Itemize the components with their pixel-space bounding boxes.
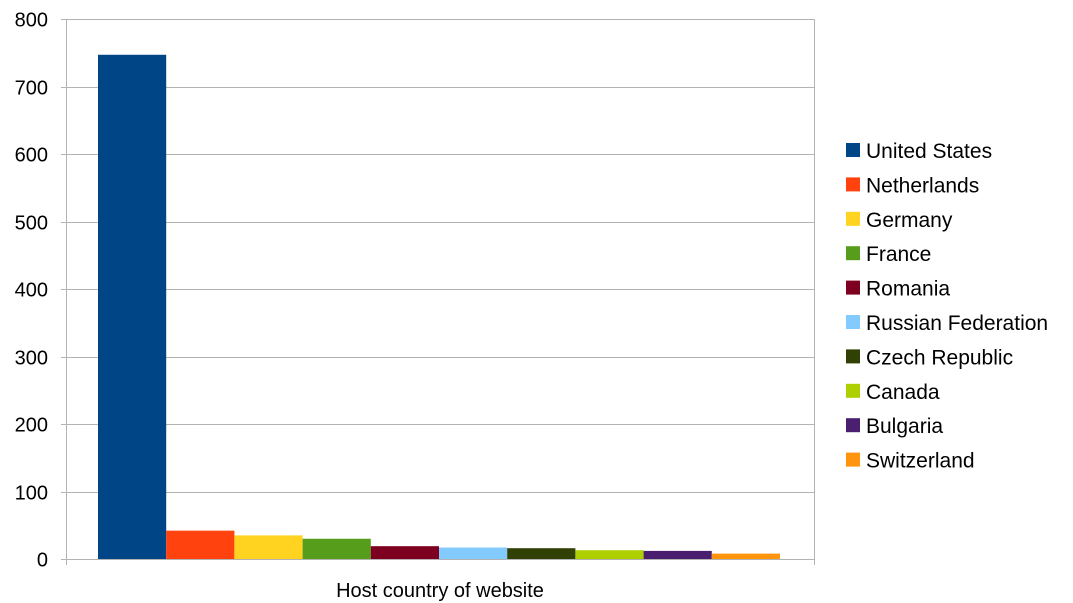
bar-canada xyxy=(575,550,644,559)
legend-swatch xyxy=(846,418,860,433)
bar-germany xyxy=(234,535,303,559)
y-tick-label: 300 xyxy=(15,348,48,370)
legend-label: Germany xyxy=(866,209,953,232)
bar-netherlands xyxy=(166,530,235,559)
legend-label: Bulgaria xyxy=(866,415,943,438)
legend-swatch xyxy=(846,280,860,295)
bar-switzerland xyxy=(711,553,780,559)
legend-swatch xyxy=(846,383,860,398)
grid-lines xyxy=(66,19,814,493)
legend-swatch xyxy=(846,177,860,192)
bar-czech-republic xyxy=(507,548,576,559)
legend-label: United States xyxy=(866,140,992,163)
y-tick-label: 700 xyxy=(15,78,48,100)
legend-label: Netherlands xyxy=(866,174,979,197)
legend: United States Netherlands Germany France Rom… xyxy=(846,140,1048,473)
legend-swatch xyxy=(846,211,860,226)
axes xyxy=(61,19,815,565)
y-tick-labels: 0 100 200 300 400 500 600 700 800 xyxy=(15,10,48,572)
legend-swatch xyxy=(846,246,860,261)
legend-label: Canada xyxy=(866,381,940,404)
legend-swatch xyxy=(846,315,860,329)
legend-label: France xyxy=(866,243,931,266)
legend-label: Romania xyxy=(866,278,950,301)
legend-swatch xyxy=(846,143,860,157)
y-tick-label: 100 xyxy=(15,483,48,505)
y-tick-label: 400 xyxy=(15,280,48,302)
y-tick-label: 200 xyxy=(15,415,48,437)
y-tick-label: 0 xyxy=(37,550,48,572)
legend-label: Switzerland xyxy=(866,450,975,473)
y-tick-label: 800 xyxy=(15,10,48,32)
bar-bulgaria xyxy=(643,550,712,559)
y-tick-label: 600 xyxy=(15,145,48,167)
legend-label: Russian Federation xyxy=(866,312,1048,335)
x-axis-title: Host country of website xyxy=(336,580,544,602)
bars xyxy=(98,54,780,560)
y-tick-label: 500 xyxy=(15,213,48,235)
legend-swatch xyxy=(846,349,860,364)
bar-russian-federation xyxy=(439,547,508,559)
bar-france xyxy=(302,538,371,559)
bar-romania xyxy=(370,546,439,559)
legend-label: Czech Republic xyxy=(866,346,1013,369)
bar-united-states xyxy=(98,54,167,560)
legend-swatch xyxy=(846,452,860,467)
